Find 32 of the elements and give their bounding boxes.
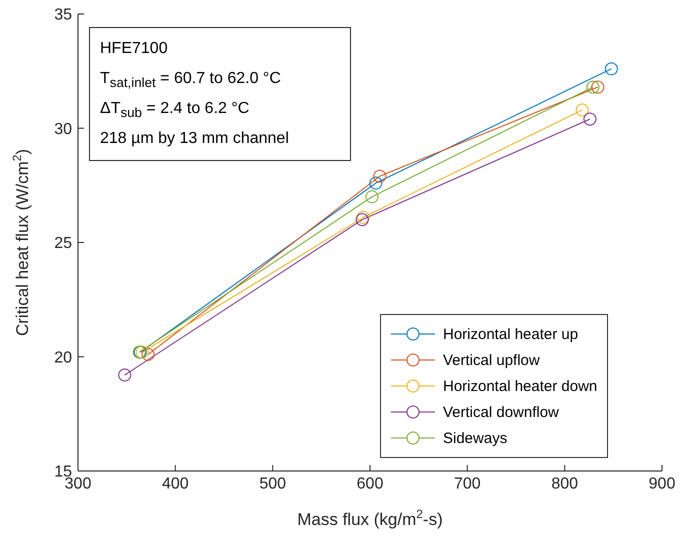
point: [591, 80, 604, 94]
x-tick-label: 800: [551, 475, 578, 492]
point: [369, 176, 382, 190]
x-tick-label: 600: [356, 475, 384, 492]
x-tick-label: 400: [162, 475, 189, 492]
y-tick-label: 20: [54, 349, 72, 366]
y-tick-label: 25: [54, 235, 72, 252]
point: [118, 368, 132, 382]
point: [576, 103, 589, 116]
point: [142, 348, 155, 361]
y-tick-label: 35: [54, 6, 72, 24]
point: [365, 190, 378, 204]
x-tick-label: 500: [259, 475, 286, 492]
annotation: 218 µm by 13 mm channel: [100, 129, 290, 149]
legend-label: Vertical downflow: [443, 404, 559, 420]
legend-label: Horizontal heater up: [443, 326, 578, 342]
legend-label: Vertical upflow: [443, 352, 540, 368]
point: [604, 62, 618, 76]
point: [356, 213, 369, 226]
point: [373, 170, 386, 183]
point: [583, 112, 596, 126]
point: [586, 80, 600, 94]
legend-label: Horizontal heater down: [443, 378, 598, 394]
point: [356, 210, 370, 224]
x-axis-title: Mass flux (kg/m$^{2}$-s): [297, 507, 443, 529]
legend-label: Sideways: [443, 430, 508, 446]
annotation: HFE7100: [100, 39, 169, 59]
annotation: T$_{sat,inlet}$ = 60.7 to 62.0 °C: [100, 69, 282, 92]
x-tick-label: 700: [454, 475, 481, 492]
y-tick-label: 30: [54, 120, 72, 138]
annotation: ΔT$_{sub}$ = 2.4 to 6.2 °C: [100, 99, 250, 122]
x-tick-label: 900: [648, 475, 676, 492]
